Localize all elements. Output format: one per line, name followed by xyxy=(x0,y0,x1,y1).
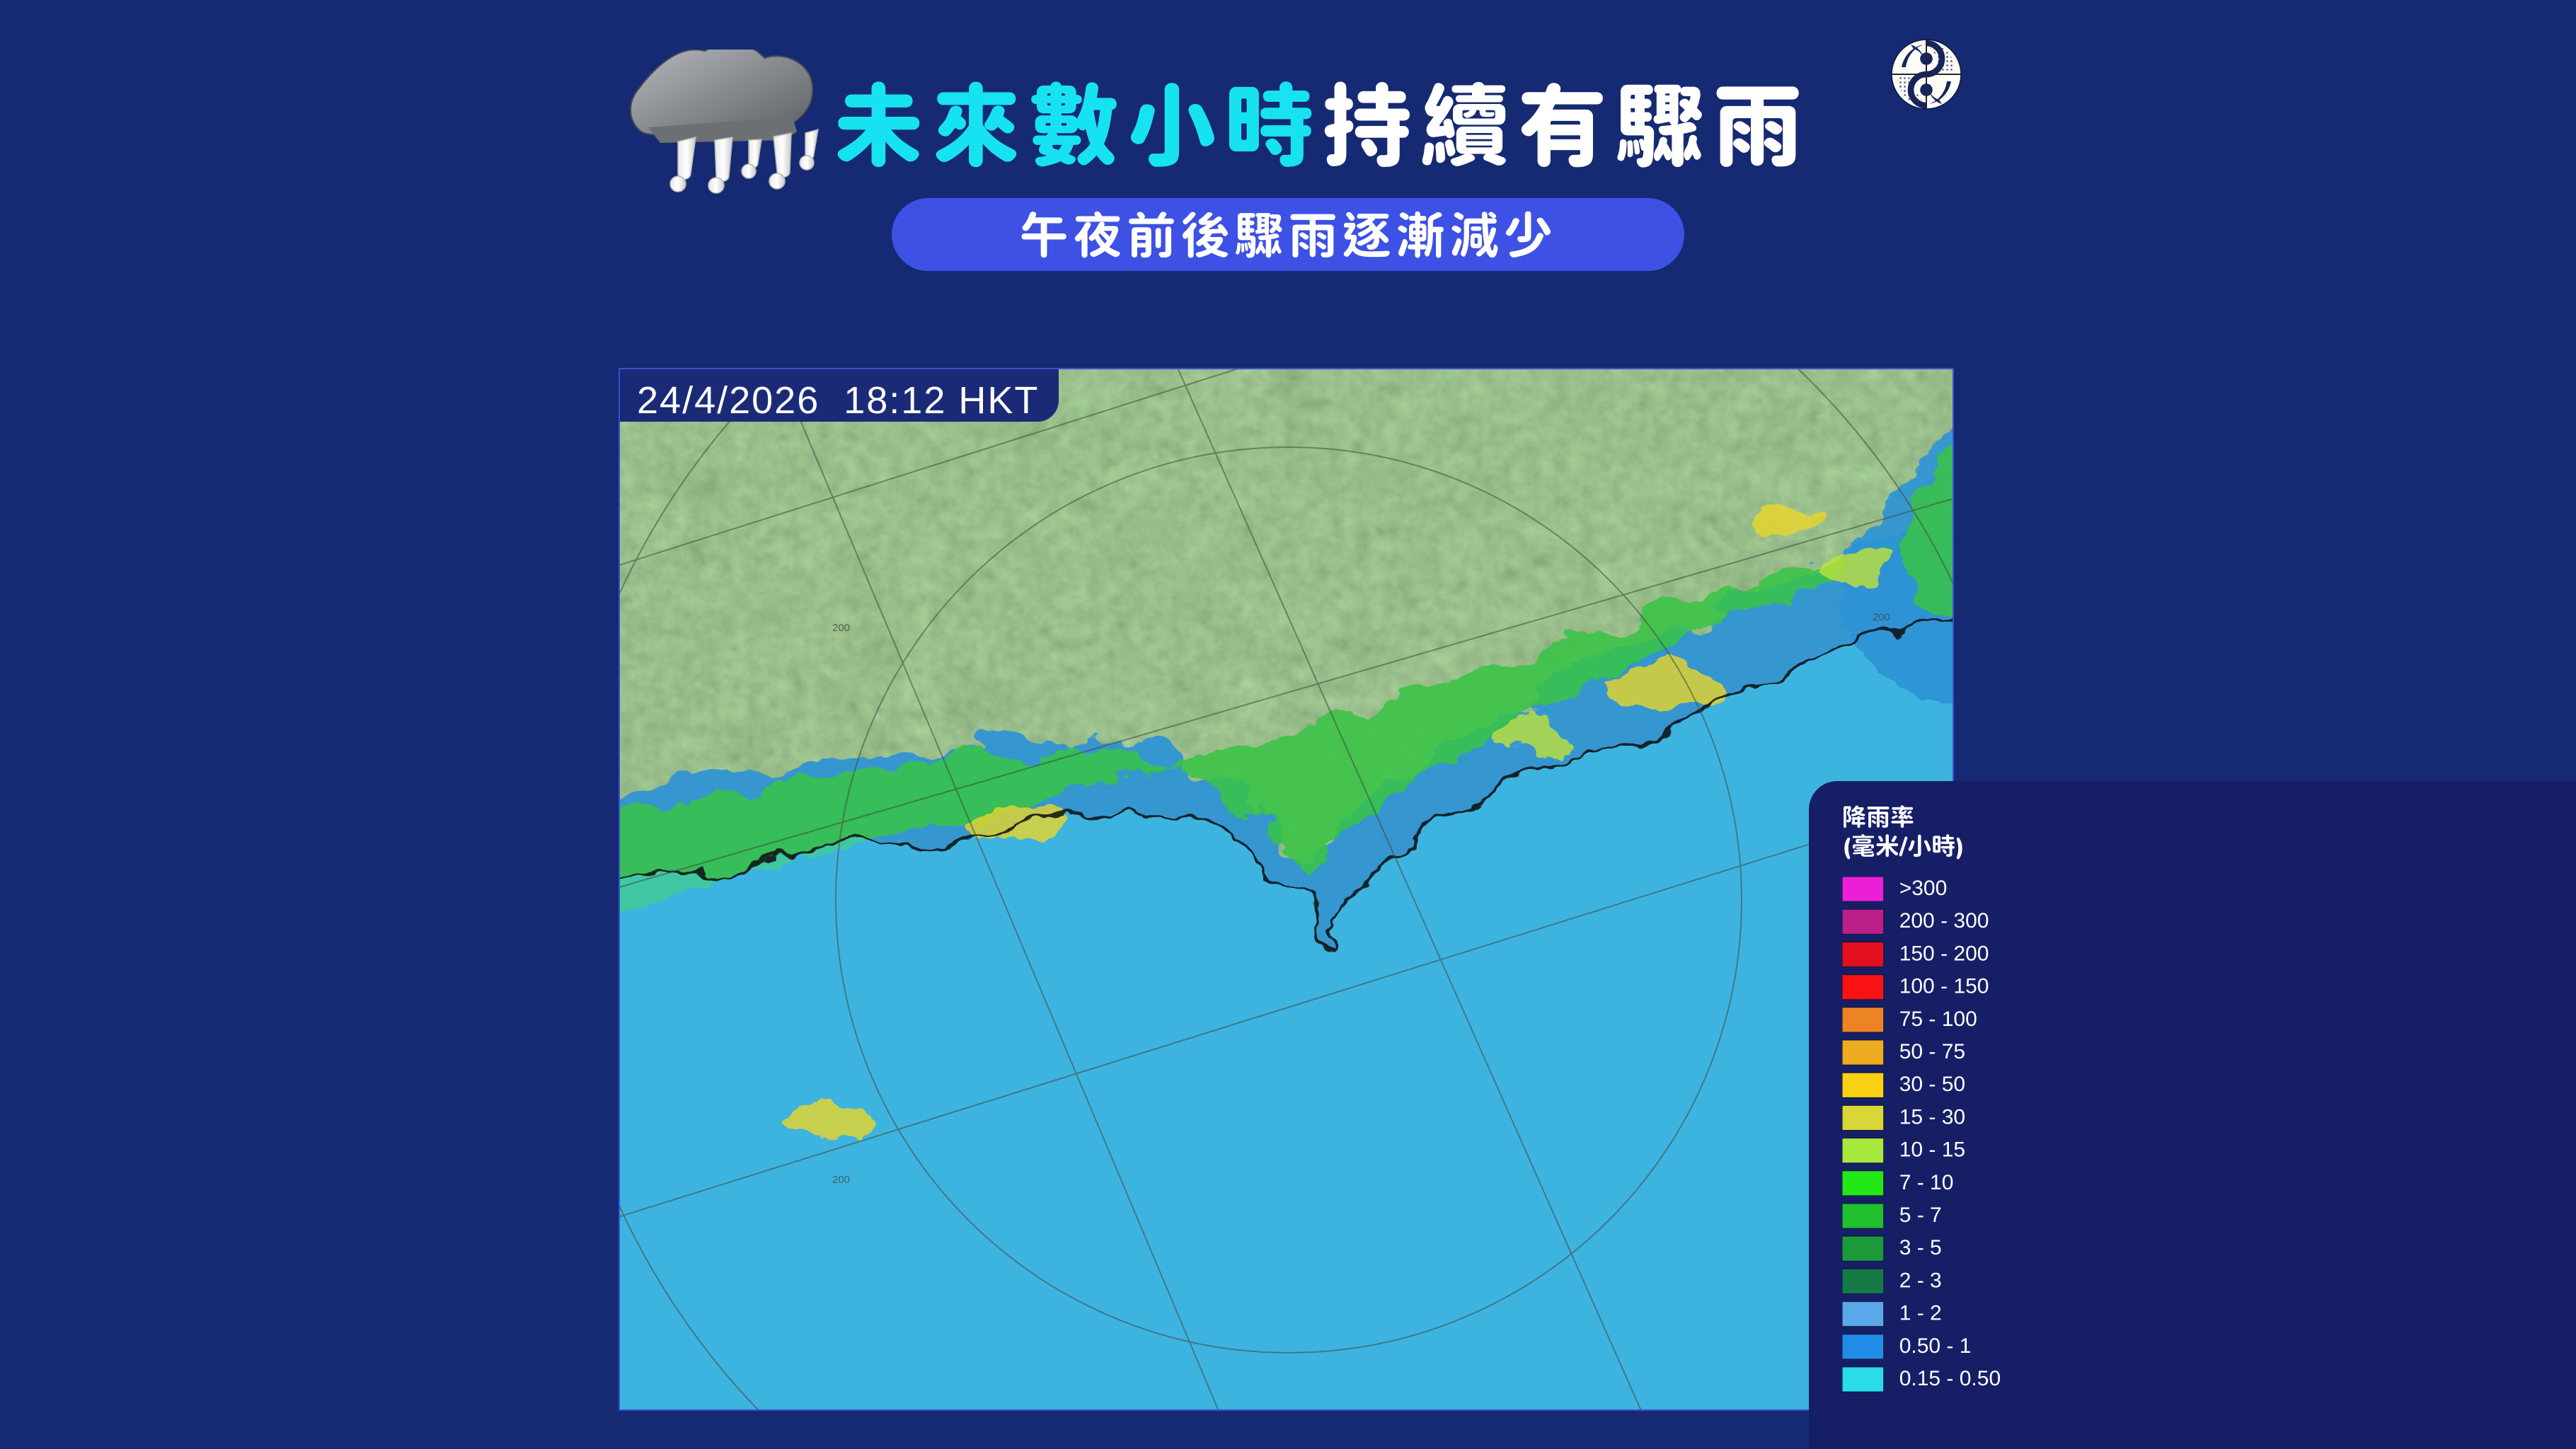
svg-text:0.50 - 1: 0.50 - 1 xyxy=(1899,1334,1972,1358)
svg-text:200: 200 xyxy=(832,1174,850,1186)
svg-text:2 - 3: 2 - 3 xyxy=(1899,1269,1942,1292)
svg-text:0.15 - 0.50: 0.15 - 0.50 xyxy=(1899,1367,2001,1390)
svg-text:50 - 75: 50 - 75 xyxy=(1899,1040,1965,1063)
svg-text:75 - 100: 75 - 100 xyxy=(1899,1008,1977,1031)
svg-text:1 - 2: 1 - 2 xyxy=(1899,1302,1942,1325)
svg-text:>300: >300 xyxy=(1899,877,1948,900)
svg-text:15 - 30: 15 - 30 xyxy=(1899,1105,1965,1128)
svg-text:200: 200 xyxy=(832,622,850,634)
svg-text:100 - 150: 100 - 150 xyxy=(1899,975,1989,998)
svg-text:200: 200 xyxy=(1873,611,1890,623)
svg-text:10 - 15: 10 - 15 xyxy=(1899,1138,1965,1162)
svg-text:150 - 200: 150 - 200 xyxy=(1899,942,1989,965)
svg-text:30 - 50: 30 - 50 xyxy=(1899,1073,1965,1096)
svg-text:3 - 5: 3 - 5 xyxy=(1899,1236,1942,1259)
svg-text:200 - 300: 200 - 300 xyxy=(1899,909,1989,933)
svg-text:5 - 7: 5 - 7 xyxy=(1899,1203,1942,1227)
svg-text:7 - 10: 7 - 10 xyxy=(1899,1171,1954,1194)
